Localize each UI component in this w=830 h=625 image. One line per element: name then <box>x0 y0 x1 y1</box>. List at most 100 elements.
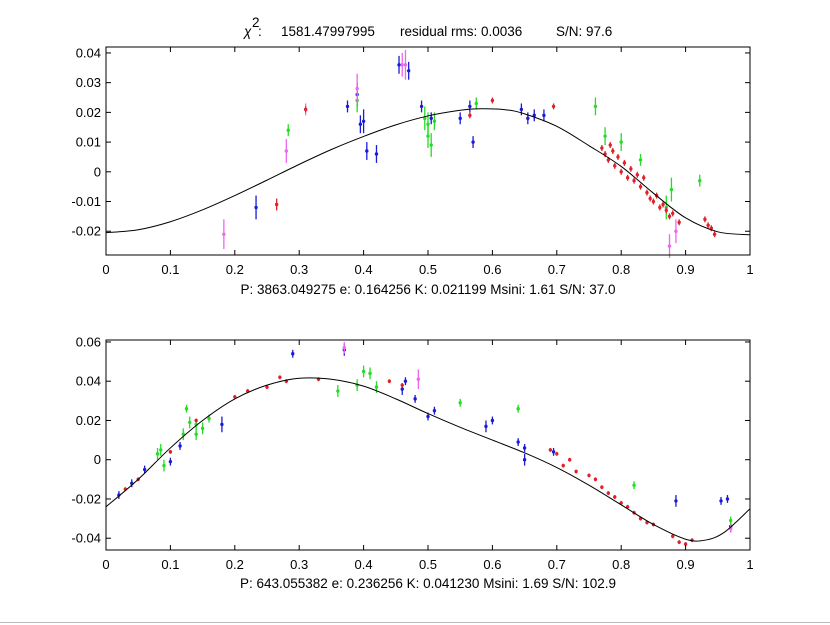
bottom-panel-ytick-label-1: -0.02 <box>71 491 101 506</box>
top-panel-green-point-13 <box>669 177 674 202</box>
top-panel-red-marker-22 <box>651 199 656 204</box>
top-panel-green-point-7 <box>474 97 478 110</box>
bottom-panel-blue-marker-20 <box>719 499 723 503</box>
top-panel-blue-point-1 <box>345 100 350 113</box>
top-panel-blue-marker-5 <box>365 149 369 153</box>
bottom-panel-red-marker-29 <box>677 540 681 544</box>
top-panel-red-marker-10 <box>613 164 617 168</box>
bottom-panel-red-point-10 <box>387 379 392 384</box>
top-panel-red-point-19 <box>642 174 646 181</box>
top-panel-xtick-label-3: 0.3 <box>290 262 308 277</box>
bottom-panel-red-marker-23 <box>625 505 630 509</box>
top-panel-red-point-16 <box>632 177 636 184</box>
top-panel-red-point-1 <box>303 106 308 113</box>
bottom-panel-red-point-3 <box>194 418 198 423</box>
top-panel-red-point-26 <box>664 207 668 214</box>
top-panel-magenta-marker-0 <box>222 232 226 236</box>
top-panel-blue-marker-8 <box>406 69 411 73</box>
top-panel-ytick-label-6: 0.04 <box>76 45 101 60</box>
top-panel-red-point-25 <box>661 201 665 208</box>
top-panel-red-point-24 <box>658 204 662 211</box>
bottom-panel-red-marker-30 <box>683 542 688 546</box>
bottom-panel-model-curve <box>105 377 751 542</box>
bottom-panel-blue-point-17 <box>522 453 527 466</box>
bottom-panel-red-point-14 <box>561 463 565 468</box>
top-panel-ticks: 0 0.1 0.2 0.3 0.4 0.5 0.6 0.7 0.8 0.9 1 -0.02 -0.01 0… <box>71 45 753 277</box>
top-panel-green-point-10 <box>619 133 623 151</box>
top-panel-green-marker-2 <box>423 116 427 121</box>
bottom-panel-xtick-label-4: 0.4 <box>355 557 373 572</box>
top-panel-xtick-label-10: 1 <box>746 262 753 277</box>
bottom-panel-xtick-label-8: 0.8 <box>612 557 630 572</box>
bottom-panel-magenta-marker-1 <box>416 377 421 381</box>
bottom-panel: 0 0.1 0.2 0.3 0.4 0.5 0.6 0.7 0.8 0.9 1 -0.04 -0.02 0… <box>71 334 753 591</box>
top-panel-green-point-5 <box>429 133 433 157</box>
bottom-panel-green-point-7 <box>194 428 198 441</box>
top-panel-green-marker-9 <box>603 134 607 138</box>
top-panel-red-marker-15 <box>629 167 633 171</box>
top-panel-green-marker-13 <box>669 187 674 192</box>
title-chi-label: χ <box>243 24 252 39</box>
top-panel-red-point-28 <box>671 210 675 217</box>
top-panel-red-marker-31 <box>706 223 710 227</box>
top-panel-red-marker-5 <box>600 146 604 150</box>
bottom-panel-red-marker-11 <box>400 383 404 387</box>
bottom-panel-blue-marker-17 <box>522 458 527 462</box>
bottom-panel-xtick-label-6: 0.6 <box>483 557 501 572</box>
bottom-panel-blue-point-18 <box>551 447 556 456</box>
bottom-panel-blue-marker-15 <box>516 440 520 444</box>
bottom-panel-red-marker-21 <box>613 495 617 499</box>
bottom-panel-xtick-label-10: 1 <box>746 557 753 572</box>
bottom-panel-blue-point-9 <box>403 377 408 386</box>
bottom-panel-green-marker-16 <box>516 406 520 411</box>
bottom-panel-blue-marker-5 <box>220 422 224 427</box>
top-panel-red-point-18 <box>638 183 643 190</box>
bottom-panel-red-point-29 <box>677 540 681 545</box>
top-panel-magenta-marker-5 <box>403 63 408 67</box>
top-panel-xtick-label-0: 0 <box>102 262 109 277</box>
top-panel-magenta-point-0 <box>222 219 226 250</box>
top-panel-blue-point-12 <box>468 100 472 113</box>
bottom-panel-red-point-20 <box>606 491 611 496</box>
top-panel-magenta-point-3 <box>355 73 359 104</box>
bottom-panel-green-marker-4 <box>184 406 189 411</box>
bottom-panel-blue-marker-12 <box>432 408 437 413</box>
top-panel-red-marker-28 <box>671 211 675 216</box>
top-panel-red-marker-0 <box>274 202 279 207</box>
top-panel-green-marker-8 <box>593 104 598 109</box>
title-chi-value: 1581.47997995 <box>281 24 375 39</box>
top-panel-magenta-marker-1 <box>284 149 289 153</box>
bottom-panel-blue-point-20 <box>719 497 723 505</box>
top-panel-red-marker-24 <box>658 205 662 210</box>
top-panel-blue-marker-12 <box>468 104 472 109</box>
bottom-panel-red-point-23 <box>625 504 630 509</box>
top-panel-red-marker-4 <box>551 104 556 109</box>
bottom-panel-green-marker-5 <box>188 420 192 425</box>
top-panel-green-point-14 <box>698 174 702 187</box>
bottom-panel-magenta-point-0 <box>342 341 346 354</box>
top-panel-red-marker-7 <box>606 158 611 162</box>
bottom-panel-blue-point-3 <box>168 457 173 466</box>
bottom-panel-green-point-11 <box>355 379 359 392</box>
top-panel-xtick-label-6: 0.6 <box>483 262 501 277</box>
top-panel-blue-marker-6 <box>374 152 379 156</box>
bottom-panel-red-marker-15 <box>567 458 572 462</box>
top-panel-red-marker-8 <box>608 143 612 147</box>
top-panel-magenta-point-4 <box>400 52 404 77</box>
top-panel-red-marker-1 <box>303 107 308 112</box>
top-panel-magenta-marker-3 <box>355 86 359 91</box>
top-panel-green-point-11 <box>638 153 643 166</box>
top-panel-blue-point-13 <box>471 136 475 149</box>
bottom-panel-magenta-marker-0 <box>342 346 346 350</box>
title-signal-to-noise: S/N: 97.6 <box>556 24 612 39</box>
top-panel-blue-marker-14 <box>519 107 524 112</box>
top-panel-blue-marker-7 <box>397 63 401 67</box>
top-panel-red-point-27 <box>667 213 672 220</box>
bottom-panel-red-marker-22 <box>619 501 623 505</box>
top-panel-xtick-label-2: 0.2 <box>226 262 244 277</box>
bottom-panel-red-point-15 <box>567 457 572 462</box>
bottom-panel-green-point-3 <box>181 428 185 441</box>
top-panel-xtick-label-8: 0.8 <box>612 262 630 277</box>
bottom-panel-red-point-12 <box>548 447 553 452</box>
bottom-panel-red-marker-2 <box>168 450 173 454</box>
